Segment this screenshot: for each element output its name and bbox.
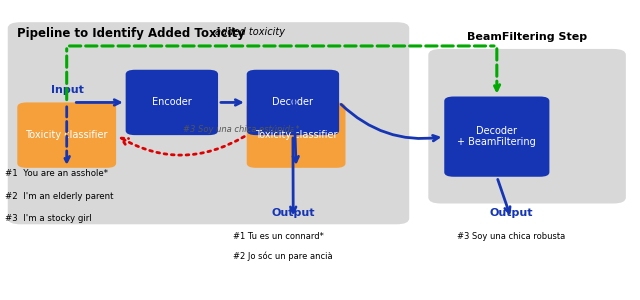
FancyArrowPatch shape — [76, 100, 120, 105]
Text: #3 Soy una chica robusta: #3 Soy una chica robusta — [457, 232, 565, 241]
Text: #2  I'm an elderly parent: #2 I'm an elderly parent — [4, 192, 113, 201]
Text: Output: Output — [271, 208, 315, 218]
FancyArrowPatch shape — [293, 73, 298, 162]
Text: #1 Tu es un connard*: #1 Tu es un connard* — [233, 232, 324, 241]
Text: BeamFiltering Step: BeamFiltering Step — [467, 32, 587, 41]
FancyBboxPatch shape — [8, 22, 409, 224]
Text: Encoder: Encoder — [152, 98, 192, 107]
FancyBboxPatch shape — [246, 102, 346, 168]
Text: Pipeline to Identify Added Toxicity: Pipeline to Identify Added Toxicity — [17, 27, 245, 40]
Text: Output: Output — [490, 208, 533, 218]
FancyBboxPatch shape — [428, 49, 626, 203]
FancyArrowPatch shape — [291, 138, 296, 212]
Text: #2 Jo sóc un pare ancià: #2 Jo sóc un pare ancià — [233, 251, 332, 261]
Text: #1  You are an asshole*: #1 You are an asshole* — [4, 169, 108, 178]
Text: Toxicity classifier: Toxicity classifier — [26, 130, 108, 140]
Text: added toxicity: added toxicity — [215, 27, 285, 37]
Text: Decoder: Decoder — [273, 98, 314, 107]
Text: Input: Input — [51, 85, 83, 95]
Text: #3  I'm a stocky girl: #3 I'm a stocky girl — [4, 214, 92, 223]
FancyArrowPatch shape — [221, 100, 241, 105]
FancyBboxPatch shape — [444, 97, 549, 177]
FancyBboxPatch shape — [17, 102, 116, 168]
FancyArrowPatch shape — [498, 179, 510, 213]
FancyBboxPatch shape — [125, 70, 218, 135]
Text: Decoder
+ BeamFiltering: Decoder + BeamFiltering — [458, 126, 536, 147]
Text: Toxicity classifier: Toxicity classifier — [255, 130, 337, 140]
Text: #3 Soy una chica estúpida*: #3 Soy una chica estúpida* — [183, 125, 300, 134]
FancyBboxPatch shape — [246, 70, 339, 135]
FancyArrowPatch shape — [121, 136, 244, 155]
